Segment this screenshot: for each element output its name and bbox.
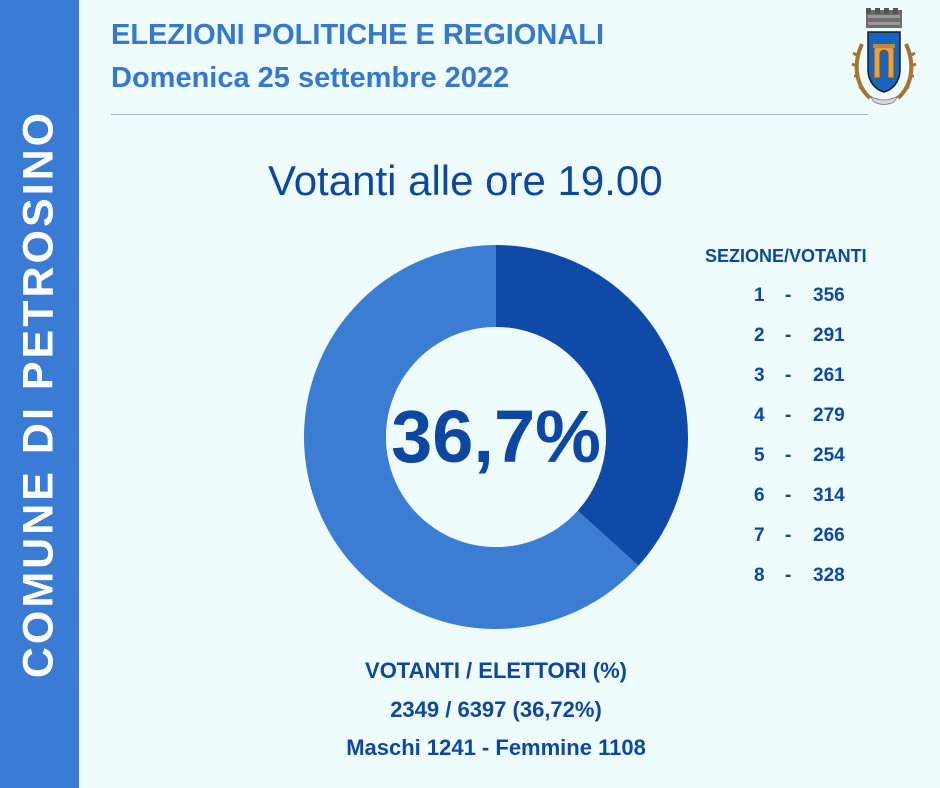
section-separator: -: [785, 325, 791, 347]
section-number: 5: [754, 445, 765, 467]
turnout-percentage: 36,7%: [304, 395, 688, 479]
municipality-label: COMUNE DI PETROSINO: [15, 110, 64, 678]
section-number: 7: [754, 525, 765, 547]
election-date: Domenica 25 settembre 2022: [111, 62, 509, 95]
election-title: ELEZIONI POLITICHE E REGIONALI: [111, 19, 604, 52]
section-separator: -: [785, 485, 791, 507]
section-voters: 254: [813, 445, 845, 467]
section-row: 3 - 261: [745, 365, 865, 389]
gender-breakdown: Maschi 1241 - Femmine 1108: [304, 735, 688, 761]
section-separator: -: [785, 565, 791, 587]
section-number: 6: [754, 485, 765, 507]
voters-electors-value: 2349 / 6397 (36,72%): [304, 697, 688, 723]
coat-of-arms-icon: [848, 6, 920, 112]
section-number: 4: [754, 405, 765, 427]
section-separator: -: [785, 285, 791, 307]
section-separator: -: [785, 405, 791, 427]
section-row: 7 - 266: [745, 525, 865, 549]
section-separator: -: [785, 445, 791, 467]
header-divider: [111, 114, 868, 115]
section-voters: 314: [813, 485, 845, 507]
section-row: 8 - 328: [745, 565, 865, 589]
sections-header: SEZIONE/VOTANTI: [705, 246, 867, 267]
section-number: 3: [754, 365, 765, 387]
section-row: 2 - 291: [745, 325, 865, 349]
section-separator: -: [785, 525, 791, 547]
section-number: 2: [754, 325, 765, 347]
chart-title: Votanti alle ore 19.00: [268, 157, 663, 205]
section-voters: 291: [813, 325, 845, 347]
section-row: 4 - 279: [745, 405, 865, 429]
section-voters: 328: [813, 565, 845, 587]
section-voters: 261: [813, 365, 845, 387]
section-voters: 266: [813, 525, 845, 547]
section-row: 1 - 356: [745, 285, 865, 309]
section-row: 5 - 254: [745, 445, 865, 469]
section-number: 8: [754, 565, 765, 587]
section-voters: 356: [813, 285, 845, 307]
section-row: 6 - 314: [745, 485, 865, 509]
section-separator: -: [785, 365, 791, 387]
section-number: 1: [754, 285, 765, 307]
voters-electors-label: VOTANTI / ELETTORI (%): [304, 658, 688, 684]
section-voters: 279: [813, 405, 845, 427]
